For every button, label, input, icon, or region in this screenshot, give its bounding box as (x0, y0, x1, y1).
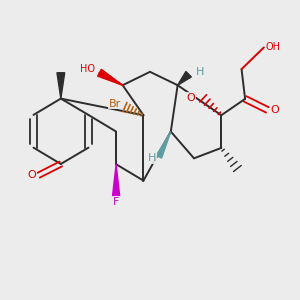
Text: O: O (28, 170, 36, 180)
Text: O: O (186, 93, 195, 103)
Text: Br: Br (109, 99, 121, 109)
Polygon shape (112, 164, 120, 196)
Polygon shape (178, 71, 191, 85)
Text: OH: OH (265, 43, 280, 52)
Polygon shape (156, 132, 171, 158)
Text: H: H (148, 153, 157, 163)
Polygon shape (57, 73, 65, 99)
Text: HO: HO (80, 64, 95, 74)
Polygon shape (98, 69, 123, 85)
Text: H: H (196, 67, 205, 77)
Text: F: F (113, 197, 119, 207)
Text: O: O (271, 105, 279, 115)
